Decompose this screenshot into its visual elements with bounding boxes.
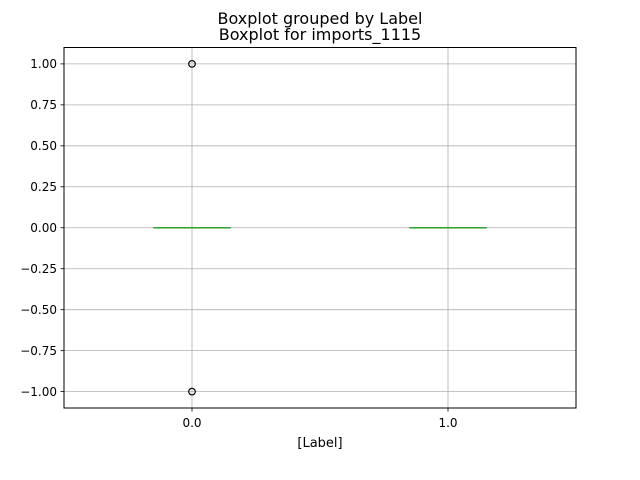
x-axis: 0.0 1.0 [182,408,458,430]
y-tick-label: −0.50 [20,303,57,317]
y-tick-label: 0.00 [30,221,57,235]
y-tick-label: −0.25 [20,262,57,276]
outlier-point [188,387,196,396]
y-tick-label: 1.00 [30,57,57,71]
y-tick-label: −1.00 [20,385,57,399]
box-0.0 [153,59,231,396]
y-tick-label: −0.75 [20,344,57,358]
outlier-point [188,59,196,68]
chart-title: Boxplot for imports_1115 [219,25,421,45]
y-tick-label: 0.25 [30,180,57,194]
x-tick-label: 0.0 [182,416,201,430]
grid-lines [64,47,576,408]
x-axis-label: [Label] [297,436,342,451]
chart-suptitle: Boxplot grouped by Label [218,9,423,28]
y-tick-label: 0.50 [30,139,57,153]
box-marks [153,59,487,396]
y-axis: 1.00 0.75 0.50 0.25 0.00 −0.25 −0.50 −0.75 −1.00 [20,57,64,399]
y-tick-label: 0.75 [30,98,57,112]
x-tick-label: 1.0 [438,416,457,430]
